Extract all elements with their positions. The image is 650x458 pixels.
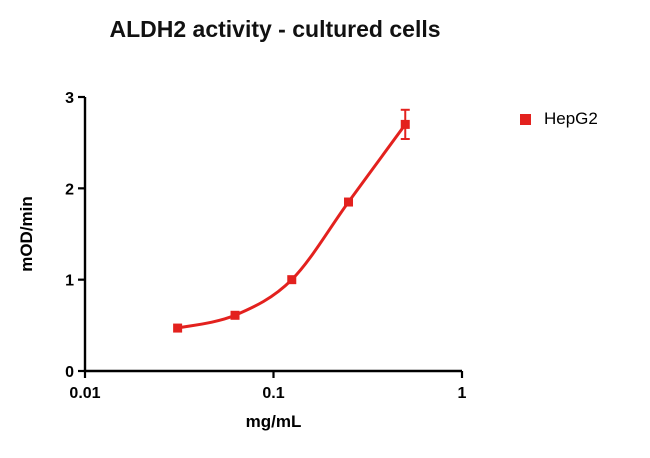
y-tick-label: 2 [65,181,74,198]
data-point-marker [287,275,297,285]
data-point-marker [173,323,183,333]
data-point-marker [344,197,354,207]
y-tick-label: 1 [65,273,74,290]
y-axis-title: mOD/min [17,196,36,272]
chart-title: ALDH2 activity - cultured cells [109,16,441,42]
data-point-marker [400,119,410,129]
x-tick-label: 0.01 [69,385,100,402]
y-tick-label: 3 [65,90,74,107]
legend: HepG2 [520,109,598,129]
x-tick-label: 1 [458,385,467,402]
data-point-marker [230,310,240,320]
legend-marker-square-icon [520,113,531,125]
legend-label: HepG2 [544,109,598,128]
x-axis-title: mg/mL [246,412,302,431]
y-tick-label: 0 [65,364,74,381]
fit-curve [176,122,407,330]
x-tick-label: 0.1 [262,385,284,402]
